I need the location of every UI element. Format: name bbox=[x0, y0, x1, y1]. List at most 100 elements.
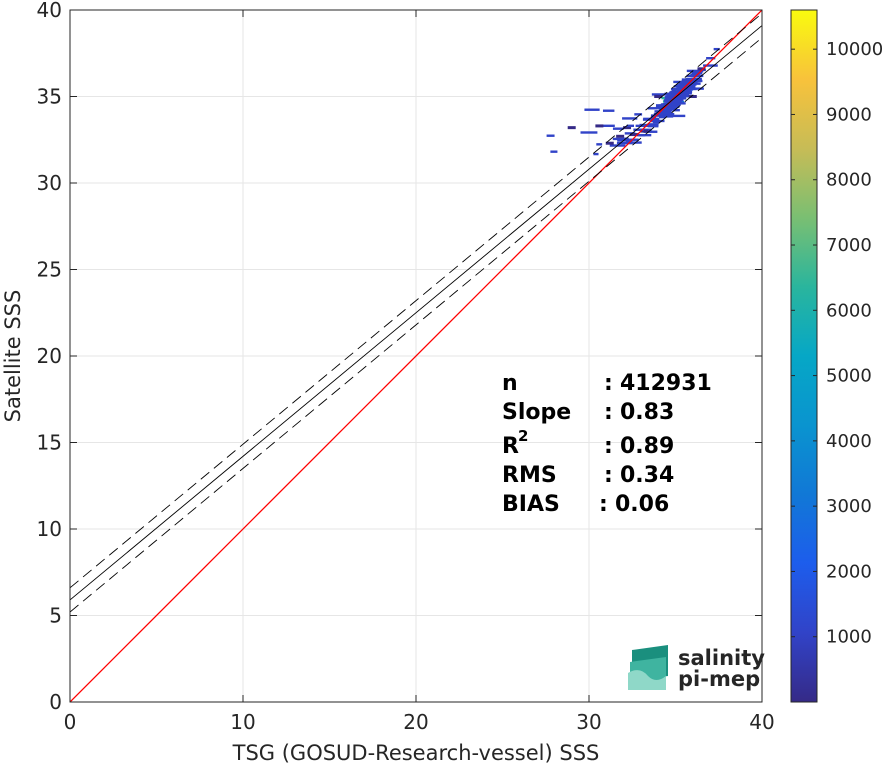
colorbar-tick-label: 10000 bbox=[826, 39, 883, 60]
density-cell bbox=[687, 87, 704, 90]
density-cell bbox=[680, 94, 690, 98]
density-cell bbox=[626, 124, 635, 127]
line-fit-upper bbox=[70, 13, 762, 589]
colorbar-tick-label: 7000 bbox=[826, 235, 872, 256]
stat-n-label: n bbox=[502, 371, 518, 396]
y-tick-label: 0 bbox=[49, 690, 62, 714]
density-cell bbox=[593, 152, 599, 156]
wave-logo-icon bbox=[628, 645, 668, 690]
x-tick-label: 40 bbox=[749, 710, 774, 734]
line-fit-lower bbox=[70, 37, 762, 613]
y-axis-ticks: 0 5 10 15 20 25 30 35 40 bbox=[37, 0, 762, 714]
density-peak bbox=[623, 126, 632, 130]
density-cell bbox=[580, 131, 598, 134]
density-cell bbox=[617, 139, 627, 142]
density-cell bbox=[647, 107, 658, 110]
density-peak bbox=[567, 126, 576, 130]
y-tick-label: 20 bbox=[37, 344, 62, 368]
y-tick-label: 15 bbox=[37, 431, 62, 455]
density-cell bbox=[666, 94, 677, 97]
line-identity bbox=[70, 10, 762, 702]
stats-box: n : 412931 Slope : 0.83 R 2 : 0.89 RMS :… bbox=[502, 371, 712, 517]
stat-r2-value: 0.89 bbox=[620, 434, 674, 459]
density-peak bbox=[605, 141, 614, 145]
colorbar-tick-label: 5000 bbox=[826, 366, 872, 387]
density-cell bbox=[673, 80, 690, 84]
regression-lines bbox=[70, 10, 762, 702]
y-axis-label: Satellite SSS bbox=[1, 290, 25, 423]
x-tick-label: 30 bbox=[576, 710, 601, 734]
density-peak bbox=[697, 67, 706, 71]
density-cell bbox=[650, 116, 657, 119]
colorbar-tick-label: 8000 bbox=[826, 170, 872, 191]
stat-bias-label: BIAS bbox=[502, 492, 560, 517]
density-cell bbox=[667, 100, 676, 103]
density-peak bbox=[654, 95, 663, 98]
density-cell bbox=[691, 71, 703, 75]
density-cell bbox=[670, 105, 680, 108]
salinity-pimep-logo: salinity pi-mep bbox=[628, 645, 765, 691]
density-peak bbox=[690, 74, 699, 78]
colorbar-tick-label: 9000 bbox=[826, 104, 872, 125]
density-cell bbox=[651, 93, 668, 96]
density-peak bbox=[595, 124, 604, 128]
density-cell bbox=[664, 92, 672, 96]
density-cell bbox=[625, 140, 633, 143]
stat-slope-sep: : bbox=[604, 400, 613, 425]
stat-bias-value: 0.06 bbox=[615, 492, 669, 517]
density-cell bbox=[713, 47, 720, 51]
density-cell bbox=[662, 115, 673, 118]
density-peak bbox=[688, 95, 697, 98]
density-cell bbox=[643, 130, 658, 133]
colorbar-gradient bbox=[790, 9, 818, 703]
density-cell bbox=[598, 124, 615, 128]
density-cell bbox=[634, 113, 643, 116]
density-cell bbox=[638, 133, 652, 137]
x-tick-label: 0 bbox=[64, 710, 77, 734]
stat-slope-value: 0.83 bbox=[620, 400, 674, 425]
density-cell bbox=[675, 102, 686, 105]
colorbar-tick-label: 1000 bbox=[826, 627, 872, 648]
density-cell bbox=[679, 85, 688, 89]
stat-slope-label: Slope bbox=[502, 400, 571, 425]
density-cell bbox=[663, 106, 677, 110]
stat-n-sep: : bbox=[604, 371, 613, 396]
density-peak bbox=[616, 134, 625, 138]
stat-rms-value: 0.34 bbox=[620, 463, 674, 488]
line-fit bbox=[70, 25, 762, 601]
density-cell bbox=[602, 109, 615, 112]
density-cell bbox=[686, 69, 701, 73]
density-cell bbox=[639, 123, 648, 127]
x-axis-ticks: 0 10 20 30 40 bbox=[64, 10, 775, 734]
colorbar-tick-label: 4000 bbox=[826, 431, 872, 452]
density-cell bbox=[647, 123, 659, 126]
density-cell bbox=[612, 127, 624, 130]
logo-line2: pi-mep bbox=[678, 667, 760, 691]
density-cell bbox=[616, 141, 633, 145]
density-cell bbox=[622, 117, 638, 120]
density-cell bbox=[673, 97, 684, 100]
density-cell bbox=[670, 114, 686, 118]
stat-r2-sep: : bbox=[604, 434, 613, 459]
density-cell bbox=[686, 82, 701, 85]
density-peak bbox=[629, 133, 638, 137]
density-peak bbox=[650, 119, 659, 123]
density-cell bbox=[660, 111, 673, 115]
colorbar-ticks: 1000 2000 3000 4000 5000 6000 7000 8000 9000 1000… bbox=[791, 39, 883, 648]
density-cell bbox=[703, 64, 718, 67]
stat-n-value: 412931 bbox=[620, 371, 712, 396]
x-axis-label: TSG (GOSUD-Research-vessel) SSS bbox=[232, 741, 600, 765]
density-cell bbox=[674, 99, 683, 102]
density-cell bbox=[633, 128, 644, 131]
x-tick-label: 10 bbox=[230, 710, 255, 734]
stat-bias-sep: : bbox=[599, 492, 608, 517]
x-tick-label: 20 bbox=[403, 710, 428, 734]
density-cell bbox=[673, 108, 680, 112]
y-tick-label: 5 bbox=[49, 604, 62, 628]
colorbar-tick-label: 6000 bbox=[826, 300, 872, 321]
density-cell bbox=[550, 150, 558, 153]
density-cell bbox=[650, 114, 667, 117]
density-cell bbox=[612, 137, 629, 141]
stat-r2-sup: 2 bbox=[518, 427, 528, 445]
